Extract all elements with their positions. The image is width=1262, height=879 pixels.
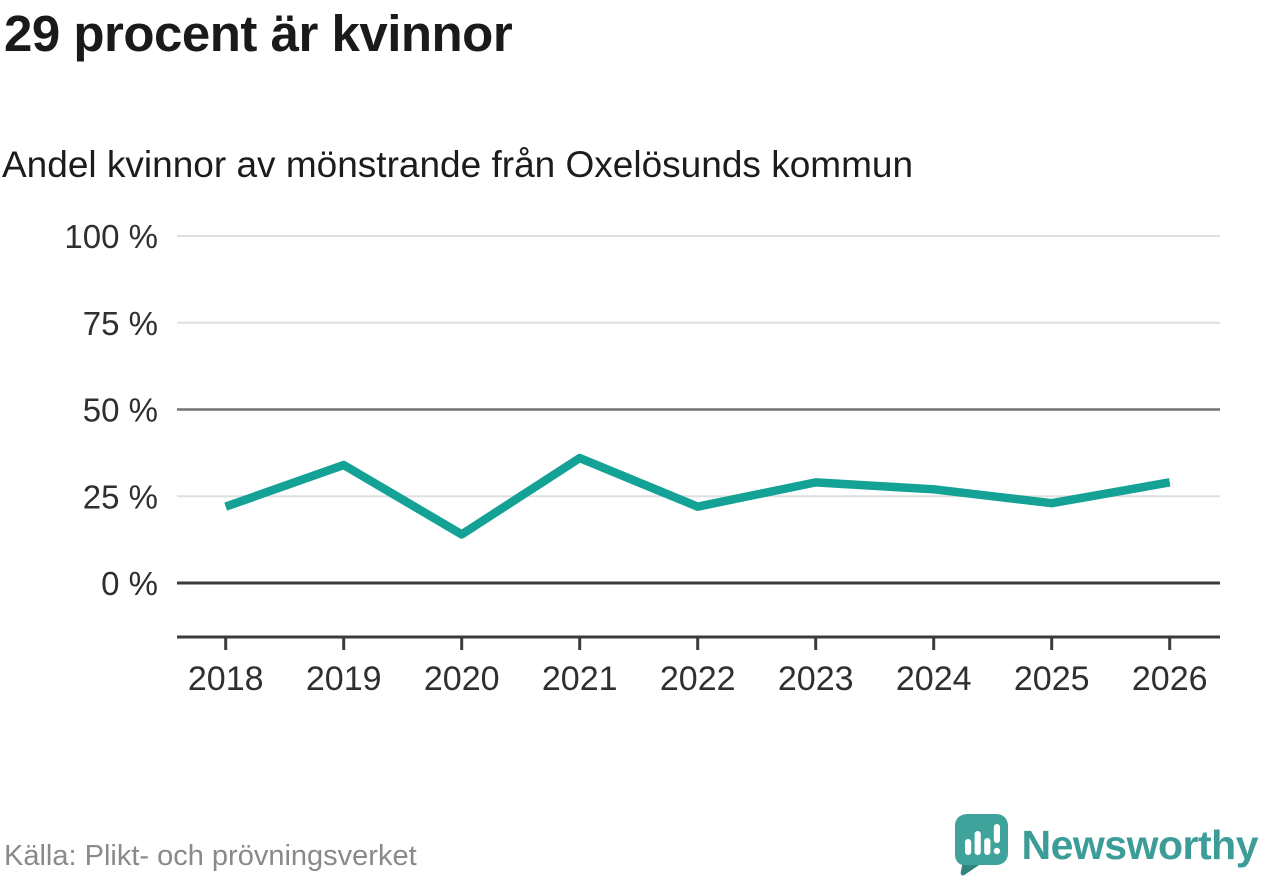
data-line-Andel kvinnor av mönstrande, Oxelösunds kommun [224, 453, 1171, 539]
newsworthy-logo: Newsworthy [954, 812, 1259, 878]
x-axis-tick-label: 2026 [1132, 660, 1208, 698]
chart-headline: 29 procent är kvinnor [4, 5, 513, 62]
y-axis-tick-label: 100 % [64, 218, 158, 255]
newsworthy-wordmark: Newsworthy [1021, 822, 1259, 868]
x-axis-tick-label: 2018 [188, 660, 264, 698]
chart-subtitle: Andel kvinnor av mönstrande från Oxelösu… [2, 144, 914, 185]
newsworthy-logo-icon [954, 814, 1008, 876]
logo-bubble-tail-shadow [960, 865, 979, 876]
y-axis-tick-label: 75 % [83, 305, 158, 342]
y-axis-tick-label: 0 % [101, 565, 158, 602]
logo-exclamation-bar [993, 824, 1000, 843]
x-axis-tick-label: 2023 [778, 660, 854, 698]
x-axis-tick-label: 2025 [1014, 660, 1090, 698]
logo-bar-3 [983, 838, 990, 855]
y-axis-tick-label: 50 % [83, 392, 158, 429]
x-axis-tick-label: 2022 [660, 660, 736, 698]
x-axis-tick-label: 2020 [424, 660, 500, 698]
logo-bar-1 [964, 839, 971, 855]
x-axis-tick-label: 2021 [542, 660, 618, 698]
x-axis-tick-label: 2024 [896, 660, 972, 698]
source-attribution: Källa: Plikt- och prövningsverket [4, 840, 417, 872]
y-axis-tick-label: 25 % [83, 478, 158, 515]
logo-bar-2 [974, 831, 981, 855]
x-axis-tick-label: 2019 [306, 660, 382, 698]
logo-exclamation-dot [993, 847, 1000, 855]
